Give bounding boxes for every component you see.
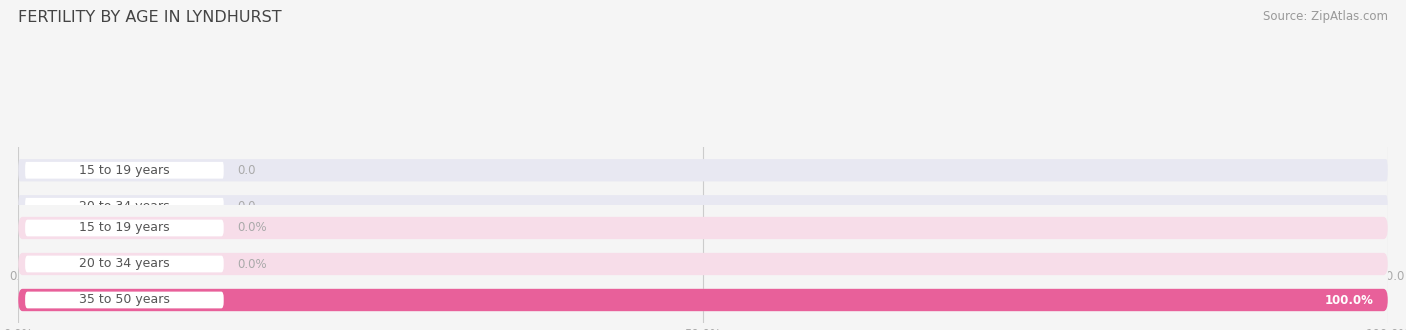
Text: 35 to 50 years: 35 to 50 years xyxy=(79,293,170,307)
Text: 15 to 19 years: 15 to 19 years xyxy=(79,164,170,177)
Text: 0.0: 0.0 xyxy=(238,200,256,213)
FancyBboxPatch shape xyxy=(18,231,1388,253)
Text: 20 to 34 years: 20 to 34 years xyxy=(79,257,170,271)
FancyBboxPatch shape xyxy=(25,162,224,179)
Text: 0.0%: 0.0% xyxy=(238,221,267,235)
Text: 221.0: 221.0 xyxy=(1178,236,1215,249)
FancyBboxPatch shape xyxy=(18,289,1388,311)
Text: FERTILITY BY AGE IN LYNDHURST: FERTILITY BY AGE IN LYNDHURST xyxy=(18,10,281,25)
FancyBboxPatch shape xyxy=(25,220,224,236)
Text: 100.0%: 100.0% xyxy=(1324,293,1374,307)
FancyBboxPatch shape xyxy=(18,195,1388,217)
FancyBboxPatch shape xyxy=(25,198,224,214)
FancyBboxPatch shape xyxy=(18,231,1229,253)
Text: 35 to 50 years: 35 to 50 years xyxy=(79,236,170,249)
Text: Source: ZipAtlas.com: Source: ZipAtlas.com xyxy=(1263,10,1388,23)
FancyBboxPatch shape xyxy=(18,159,1388,182)
FancyBboxPatch shape xyxy=(25,256,224,272)
Text: 15 to 19 years: 15 to 19 years xyxy=(79,221,170,235)
FancyBboxPatch shape xyxy=(18,253,1388,275)
FancyBboxPatch shape xyxy=(25,292,224,308)
FancyBboxPatch shape xyxy=(25,234,224,250)
Text: 20 to 34 years: 20 to 34 years xyxy=(79,200,170,213)
FancyBboxPatch shape xyxy=(18,289,1388,311)
FancyBboxPatch shape xyxy=(18,217,1388,239)
Text: 0.0%: 0.0% xyxy=(238,257,267,271)
Text: 0.0: 0.0 xyxy=(238,164,256,177)
